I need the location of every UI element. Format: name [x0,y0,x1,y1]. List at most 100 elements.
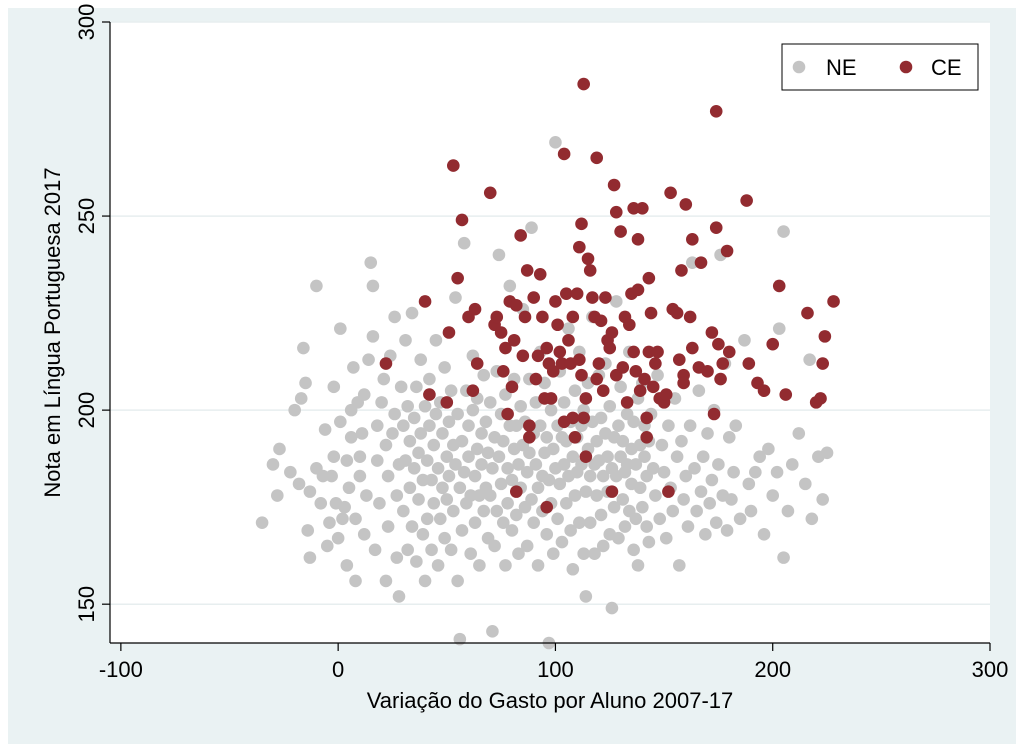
ne-point [803,353,816,366]
ce-point [616,361,630,374]
ne-point [683,419,697,432]
ne-point [533,419,547,432]
ce-point [679,198,693,211]
ne-point [414,427,428,440]
ne-point [496,434,510,448]
ce-point [470,357,484,370]
ne-point [420,512,434,526]
ne-point [594,508,608,522]
ne-point [653,512,667,526]
ne-point [431,462,445,475]
ne-point [757,528,771,541]
ce-point [627,345,640,359]
ce-point [577,77,590,91]
ne-point [662,419,675,432]
ne-point [453,481,467,495]
ne-point [703,496,717,510]
ne-point [366,279,380,293]
ne-point [401,543,414,557]
ne-point [442,469,456,483]
ne-point [816,493,829,506]
ne-point [583,516,597,529]
y-axis-title: Nota em Língua Portuguesa 2017 [40,167,65,497]
ce-point [642,271,656,285]
ne-point [512,458,525,471]
ne-point [414,353,428,366]
legend-ne-label: NE [826,55,857,80]
ne-point [334,322,347,335]
ne-point [531,559,545,572]
ce-point [659,388,673,401]
ce-point [557,147,571,161]
ne-point [399,454,412,467]
ce-point [566,411,580,425]
ce-point [505,380,519,394]
ne-point [605,601,619,615]
ne-point [394,380,408,394]
ne-point [820,446,834,460]
y-axis-ticks: 150 200 250 300 [74,4,110,623]
ce-point [540,500,554,514]
ne-point [407,462,421,475]
y-tick-label: 150 [74,586,99,623]
ne-point [696,450,710,464]
ne-point [483,396,497,409]
ne-point [288,403,301,417]
ce-point [631,233,645,246]
y-tick-label: 200 [74,392,99,429]
ce-point [494,326,508,339]
ne-point [781,504,795,518]
ne-point [566,562,580,576]
ne-point [405,306,419,320]
ce-point [496,365,510,378]
ne-point [433,512,447,526]
ce-point [712,337,725,351]
legend-ce-label: CE [931,55,962,80]
ne-point [705,473,719,487]
ne-point [749,465,762,479]
ne-point [486,462,499,475]
ce-point [779,388,793,401]
ne-point [401,399,414,413]
ce-point [722,345,736,359]
ne-point [444,384,458,398]
ne-point [618,520,632,533]
ne-point [496,516,510,529]
ne-point [297,341,310,355]
ne-point [638,450,651,464]
ce-point [559,287,573,300]
ne-point [407,411,421,425]
ne-point [486,625,499,638]
ne-point [405,520,419,533]
ne-point [583,469,597,483]
ce-point [455,213,469,227]
ne-point [596,539,610,553]
ce-point [501,407,514,421]
ne-point [294,392,308,405]
ne-point [564,524,577,537]
ce-point [523,430,536,444]
ce-point [649,357,662,370]
ne-point [612,419,625,432]
ne-point [323,516,336,529]
ce-point [575,217,588,231]
ne-point [738,333,751,347]
ne-point [520,539,534,553]
ne-point [688,462,701,475]
ne-point [642,535,656,549]
ne-point [631,559,645,572]
ne-point [694,485,708,498]
ce-point [714,372,727,386]
ne-point [418,399,432,413]
ne-point [397,419,410,432]
ce-point [579,392,593,405]
ne-point [505,473,519,487]
ne-point [455,524,469,537]
ne-point [712,458,725,471]
ne-point [301,524,315,537]
ne-point [271,489,284,502]
ne-point [449,458,462,471]
ne-point [655,438,669,452]
ne-point [588,547,601,561]
